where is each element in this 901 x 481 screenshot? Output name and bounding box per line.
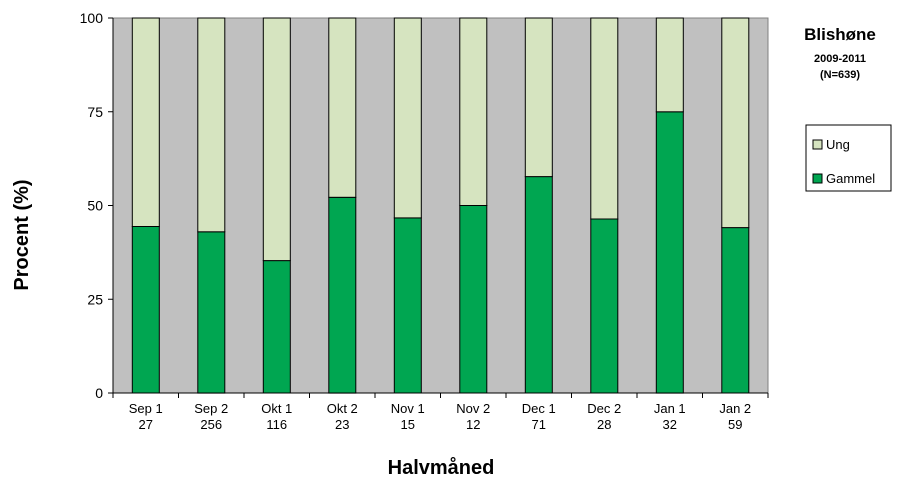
x-category-count: 12 [466, 417, 480, 432]
x-axis-title: Halvmåned [388, 456, 495, 479]
x-category-label: Sep 2 [194, 401, 228, 416]
x-category-count: 59 [728, 417, 742, 432]
legend-label-ung: Ung [826, 137, 850, 152]
chart-title: Blishøne [804, 25, 876, 44]
x-category-count: 28 [597, 417, 611, 432]
x-category-count: 116 [266, 417, 287, 432]
y-tick-label: 25 [87, 291, 103, 307]
y-axis: 0 25 50 75 100 [80, 10, 114, 401]
bar-ung-4 [393, 17, 422, 219]
x-category-label: Okt 1 [261, 401, 292, 416]
x-category-count: 15 [401, 417, 415, 432]
bar-gammel-5 [459, 205, 488, 394]
bar-ung-6 [524, 17, 553, 178]
y-tick-label: 0 [95, 385, 103, 401]
legend-swatch-gammel [812, 173, 823, 184]
chart-subtitle-line-2: (N=639) [820, 69, 860, 81]
bar-gammel-2 [262, 260, 291, 394]
y-tick-label: 50 [87, 198, 103, 214]
y-tick-label: 100 [80, 10, 104, 26]
x-category-label: Okt 2 [327, 401, 358, 416]
legend-label-gammel: Gammel [826, 171, 875, 186]
legend: Ung Gammel [805, 124, 892, 192]
bar-ung-9 [721, 17, 750, 229]
chart-title-block: Blishøne 2009-2011 (N=639) [804, 25, 876, 81]
bar-gammel-0 [131, 226, 160, 394]
bar-ung-3 [328, 17, 357, 198]
x-category-count: 256 [200, 417, 222, 432]
bar-gammel-3 [328, 196, 357, 394]
x-category-label: Dec 1 [522, 401, 556, 416]
bar-gammel-9 [721, 227, 750, 394]
bar-ung-5 [459, 17, 488, 206]
x-category-label: Jan 1 [654, 401, 686, 416]
bar-gammel-6 [524, 176, 553, 394]
x-category-count: 23 [335, 417, 349, 432]
x-category-label: Nov 1 [391, 401, 425, 416]
x-category-label: Jan 2 [719, 401, 751, 416]
x-category-count: 32 [663, 417, 677, 432]
bar-gammel-7 [590, 218, 619, 394]
x-category-count: 27 [139, 417, 153, 432]
x-category-label: Dec 2 [587, 401, 621, 416]
bar-ung-8 [655, 17, 684, 113]
bar-gammel-4 [393, 217, 422, 394]
chart-subtitle-line-1: 2009-2011 [814, 53, 866, 65]
y-tick-label: 75 [87, 104, 103, 120]
bar-ung-0 [131, 17, 160, 227]
bar-ung-2 [262, 17, 291, 262]
y-axis-title: Procent (%) [11, 179, 33, 290]
legend-swatch-ung [812, 139, 823, 150]
x-category-label: Nov 2 [456, 401, 490, 416]
bar-ung-7 [590, 17, 619, 220]
bar-ung-1 [197, 17, 226, 233]
bar-gammel-1 [197, 231, 226, 394]
bar-gammel-8 [655, 111, 684, 394]
x-category-label: Sep 1 [129, 401, 163, 416]
bars-group [131, 17, 750, 394]
x-category-count: 71 [532, 417, 546, 432]
